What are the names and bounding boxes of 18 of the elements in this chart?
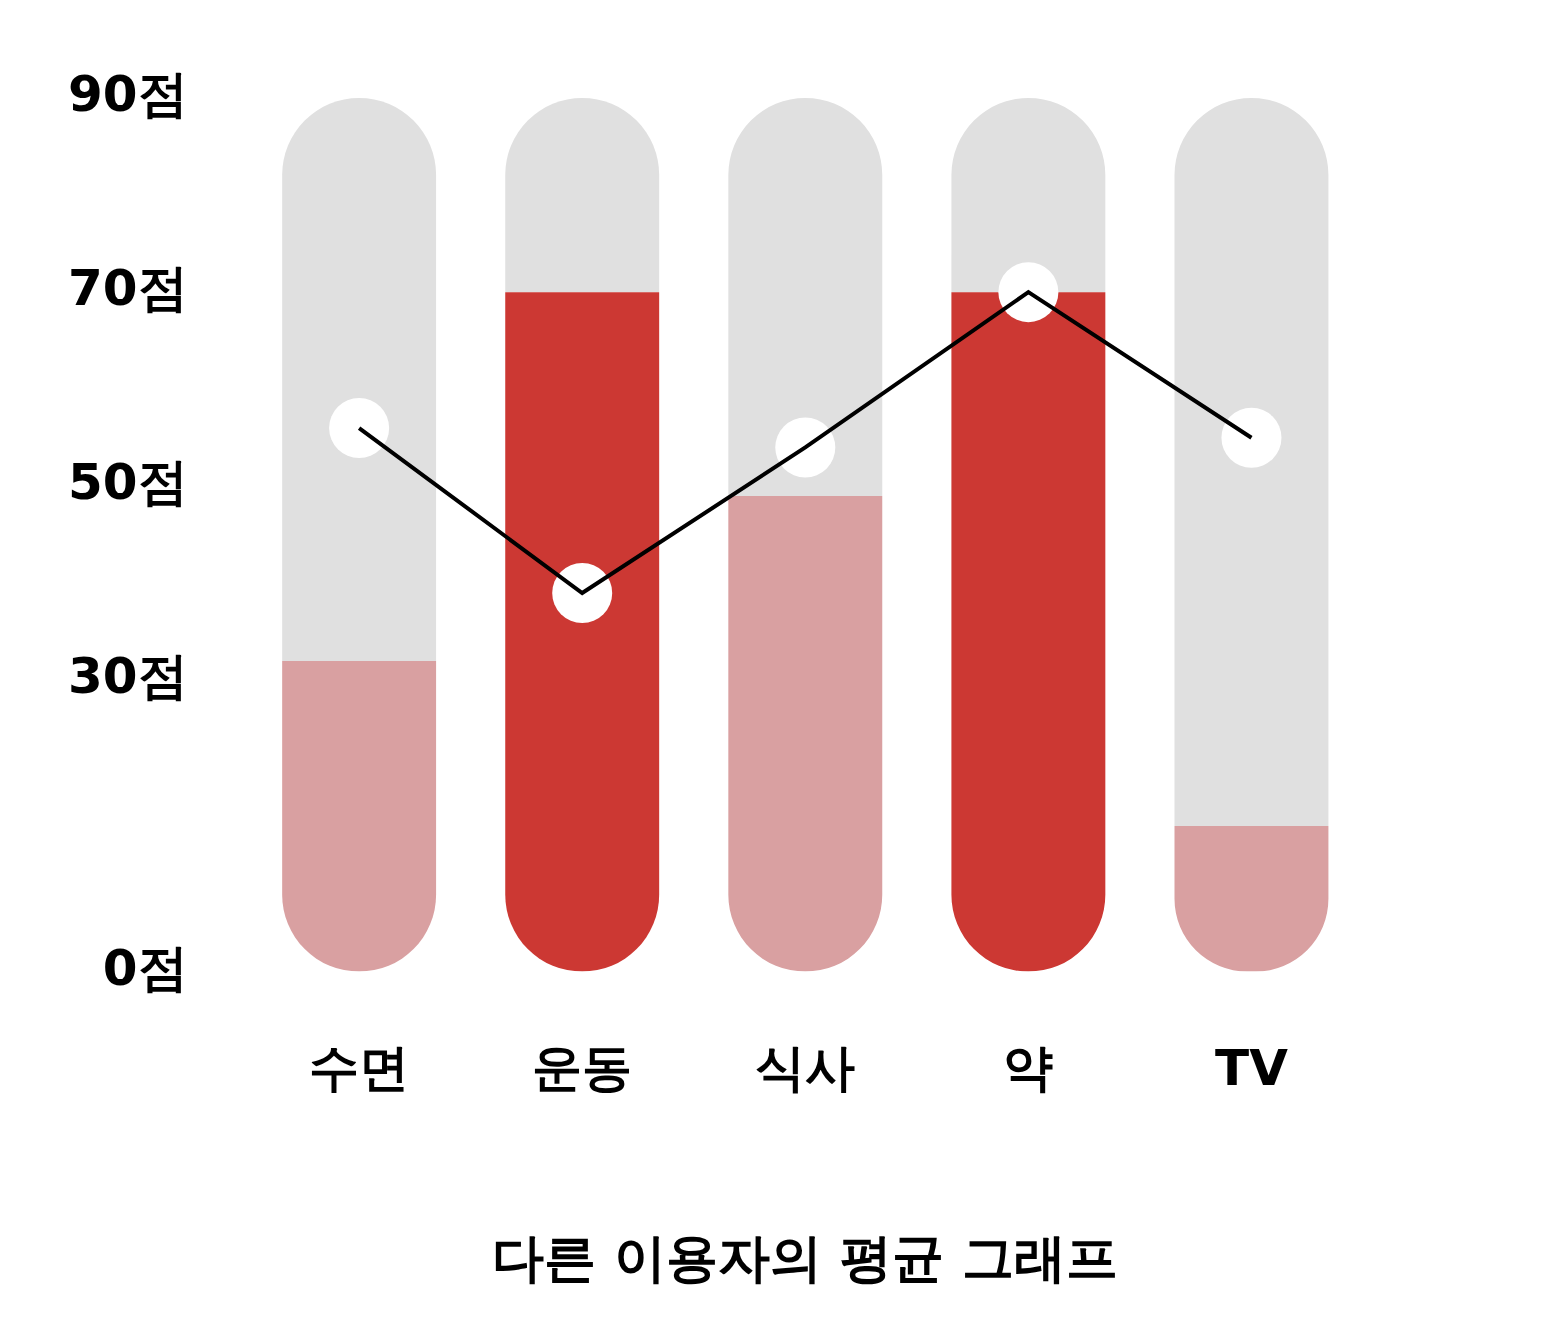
y-tick-label: 30점 xyxy=(67,647,188,706)
x-tick-label: 식사 xyxy=(755,1038,856,1097)
bar xyxy=(505,292,660,972)
y-tick-label: 50점 xyxy=(67,453,188,512)
x-tick-label: 약 xyxy=(1003,1038,1054,1097)
bar xyxy=(282,660,437,972)
bar xyxy=(282,98,437,661)
x-tick-label: TV xyxy=(1215,1038,1289,1097)
x-tick-label: 운동 xyxy=(532,1038,633,1097)
x-tick-label: 수면 xyxy=(309,1038,410,1097)
bar xyxy=(728,98,883,496)
bar xyxy=(728,495,883,972)
x-axis-title: 다른 이용자의 평균 그래프 xyxy=(492,1228,1119,1289)
y-tick-label: 90점 xyxy=(67,64,188,123)
bar xyxy=(1174,98,1329,826)
y-tick-label: 0점 xyxy=(102,938,188,997)
y-tick-label: 70점 xyxy=(67,259,188,318)
bar xyxy=(951,292,1106,972)
